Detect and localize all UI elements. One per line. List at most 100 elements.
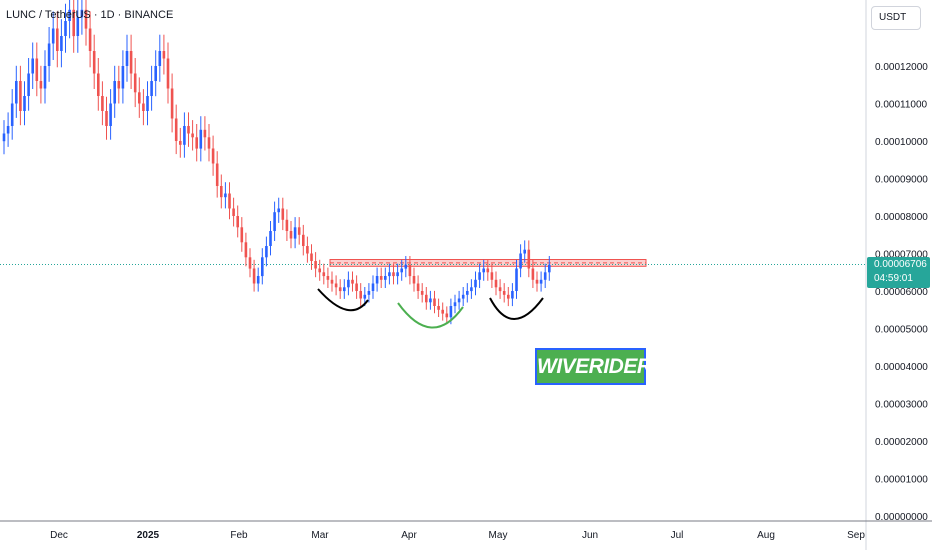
- currency-selector[interactable]: USDT: [871, 6, 921, 30]
- candle-body: [457, 298, 461, 303]
- candle-body: [125, 51, 129, 66]
- candle-body: [498, 287, 502, 292]
- candle-body: [72, 9, 75, 37]
- candle-body: [384, 276, 387, 280]
- candle-body: [117, 81, 121, 89]
- candle-body: [215, 163, 219, 186]
- candle-body: [449, 306, 453, 318]
- last-price-value: 0.00006706: [874, 259, 927, 270]
- candle-body: [539, 279, 543, 284]
- candle-body: [105, 111, 108, 126]
- candle-body: [10, 103, 14, 126]
- y-tick-label: 0.00006000: [875, 287, 928, 298]
- candle-body: [64, 21, 67, 36]
- x-tick-label: Feb: [230, 530, 248, 541]
- y-tick-label: 0.00010000: [875, 137, 928, 148]
- candle-body: [482, 268, 485, 273]
- candle-body: [543, 272, 547, 280]
- candle-body: [441, 309, 444, 314]
- candle-body: [207, 137, 211, 149]
- x-tick-label: Dec: [50, 530, 68, 541]
- candle-body: [133, 73, 137, 93]
- candle-body: [68, 9, 71, 21]
- candle-body: [15, 81, 18, 104]
- x-tick-label: Sep: [847, 530, 865, 541]
- candle-body: [232, 208, 235, 216]
- candle-body: [47, 43, 51, 66]
- candle-body: [302, 234, 305, 246]
- candle-body: [535, 279, 539, 284]
- x-tick-label: 2025: [137, 530, 160, 541]
- candle-body: [56, 28, 59, 51]
- candle-body: [203, 129, 207, 138]
- candle-body: [379, 276, 383, 280]
- candle-body: [150, 81, 153, 96]
- candle-body: [363, 294, 367, 299]
- right-shoulder-curve: [489, 297, 544, 320]
- y-tick-label: 0.00005000: [875, 325, 928, 336]
- candle-body: [453, 302, 457, 307]
- candle-body: [420, 291, 424, 295]
- candle-body: [121, 66, 125, 89]
- candle-body: [416, 283, 420, 291]
- candle-body: [191, 133, 194, 138]
- candle-body: [88, 28, 92, 51]
- candle-body: [19, 81, 22, 111]
- y-tick-label: 0.00012000: [875, 62, 928, 73]
- y-tick-label: 0.00003000: [875, 400, 928, 411]
- candle-body: [367, 291, 371, 295]
- x-tick-label: Apr: [401, 530, 417, 541]
- candle-body: [142, 103, 145, 111]
- candle-body: [515, 268, 518, 291]
- candle-body: [519, 253, 522, 269]
- candle-body: [84, 9, 88, 29]
- candle-body: [187, 126, 190, 134]
- bar-countdown: 04:59:01: [874, 273, 913, 284]
- head-curve: [397, 302, 464, 329]
- candle-body: [437, 306, 440, 310]
- candle-body: [240, 227, 244, 243]
- candle-body: [174, 118, 178, 141]
- candle-body: [486, 268, 490, 273]
- candle-body: [478, 272, 481, 280]
- candle-body: [474, 279, 477, 288]
- candle-body: [445, 313, 449, 318]
- candle-body: [273, 212, 276, 231]
- candle-body: [338, 287, 342, 292]
- candle-body: [388, 272, 391, 277]
- y-tick-label: 0.00002000: [875, 437, 928, 448]
- candle-body: [297, 227, 301, 235]
- candle-body: [265, 246, 268, 258]
- candle-body: [281, 208, 285, 220]
- candle-body: [531, 268, 535, 280]
- candle-body: [502, 291, 506, 295]
- candle-body: [470, 287, 473, 292]
- candle-body: [429, 298, 432, 303]
- candle-body: [252, 268, 256, 284]
- candle-body: [224, 193, 227, 198]
- candle-body: [461, 294, 465, 299]
- candle-body: [523, 249, 526, 254]
- candle-body: [293, 227, 297, 239]
- candle-body: [347, 279, 350, 288]
- candle-body: [113, 81, 116, 104]
- x-tick-label: Jun: [582, 530, 598, 541]
- candle-body: [466, 291, 469, 295]
- candle-body: [351, 279, 354, 284]
- candle-body: [511, 291, 514, 299]
- candle-body: [408, 264, 412, 277]
- candle-body: [43, 66, 47, 89]
- candle-body: [548, 264, 551, 273]
- y-tick-label: 0.00009000: [875, 175, 928, 186]
- candle-body: [31, 58, 34, 74]
- candle-body: [6, 126, 10, 134]
- candle-body: [183, 126, 186, 145]
- candle-body: [179, 141, 182, 145]
- candle-body: [129, 51, 133, 74]
- candle-body: [101, 96, 104, 111]
- y-tick-label: 0.00011000: [875, 100, 928, 111]
- candle-body: [248, 257, 252, 269]
- candle-body: [343, 287, 346, 292]
- candle-body: [392, 272, 395, 277]
